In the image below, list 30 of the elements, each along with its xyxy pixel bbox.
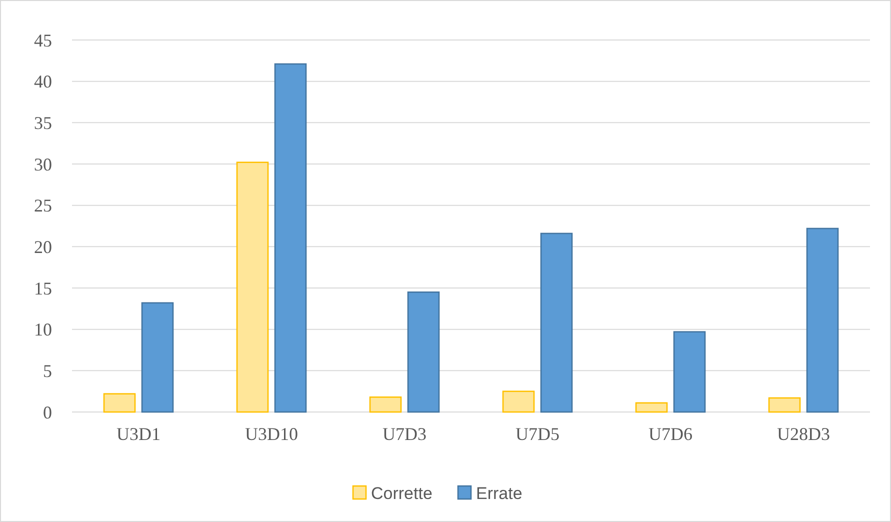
- bar: [502, 390, 535, 413]
- y-tick-label: 20: [34, 236, 52, 257]
- legend-label: Corrette: [371, 484, 432, 503]
- y-tick-label: 5: [43, 360, 52, 381]
- bar: [274, 63, 307, 413]
- y-tick-label: 0: [43, 402, 52, 422]
- x-tick-label: U3D1: [116, 424, 160, 444]
- bar: [236, 162, 269, 413]
- bar: [540, 232, 573, 413]
- y-tick-label: 40: [34, 72, 52, 92]
- bar: [407, 291, 440, 413]
- y-tick-label: 25: [34, 196, 52, 216]
- x-tick-label: U3D10: [245, 424, 298, 444]
- legend-label: Errate: [476, 484, 522, 503]
- bar: [768, 397, 801, 413]
- y-tick-label: 35: [34, 112, 52, 133]
- bar: [369, 396, 402, 413]
- x-tick-label: U7D5: [516, 424, 560, 444]
- y-tick-label: 30: [34, 154, 52, 174]
- bar: [806, 228, 839, 413]
- x-tick-label: U7D3: [382, 424, 426, 444]
- y-tick-label: 45: [34, 30, 52, 50]
- bar: [141, 302, 174, 413]
- bar: [673, 331, 706, 413]
- bar: [635, 402, 668, 413]
- x-tick-label: U7D6: [648, 424, 692, 444]
- y-tick-label: 10: [34, 320, 52, 340]
- x-tick-label: U28D3: [777, 424, 830, 444]
- bar: [103, 393, 136, 413]
- y-tick-label: 15: [34, 278, 52, 298]
